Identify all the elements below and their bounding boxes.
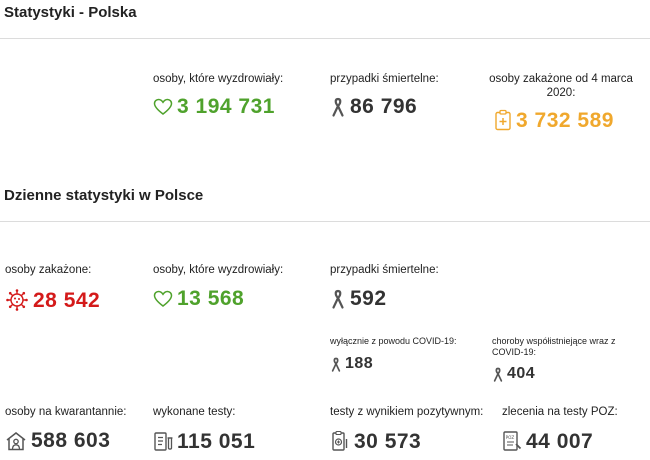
ribbon-icon	[330, 289, 346, 309]
divider	[0, 221, 650, 222]
stat-label: osoby zakażone od 4 marca 2020:	[489, 73, 633, 99]
stat-value: 404	[507, 365, 536, 382]
heart-icon	[153, 98, 173, 116]
stat-deaths-daily: przypadki śmiertelne: 592	[330, 263, 439, 309]
stat-deaths-comorbid: choroby współistniejące wraz z COVID-19:…	[492, 336, 647, 382]
stat-value: 188	[345, 355, 374, 372]
medical-clipboard-icon	[494, 109, 512, 131]
stat-value: 44 007	[526, 429, 594, 453]
stat-tests: wykonane testy: 115 051	[153, 405, 255, 452]
stat-value: 30 573	[354, 429, 422, 453]
section-title-daily: Dzienne statystyki w Polsce	[4, 187, 204, 204]
stat-value: 13 568	[177, 287, 245, 310]
stat-deaths-covid-only: wyłącznie z powodu COVID-19: 188	[330, 336, 457, 372]
ribbon-icon	[492, 367, 504, 382]
poz-order-icon: POZ	[502, 430, 522, 452]
divider	[0, 38, 650, 39]
stat-label: przypadki śmiertelne:	[330, 264, 439, 276]
stat-value: 592	[350, 287, 387, 310]
stat-label: choroby współistniejące wraz z COVID-19:	[492, 336, 616, 357]
ribbon-icon	[330, 357, 342, 372]
stat-recovered-daily: osoby, które wyzdrowiały: 13 568	[153, 263, 283, 309]
stat-quarantine: osoby na kwarantannie: 588 603	[5, 405, 126, 451]
stat-infected-total: osoby zakażone od 4 marca 2020: 3 732 58…	[487, 72, 635, 131]
virus-icon	[5, 288, 29, 312]
stat-label: osoby, które wyzdrowiały:	[153, 264, 284, 276]
ribbon-icon	[330, 97, 346, 117]
stat-value: 115 051	[177, 429, 256, 453]
stat-infected-daily: osoby zakażone: 28 542	[5, 263, 100, 312]
stat-value: 3 194 731	[177, 95, 275, 118]
stat-label: przypadki śmiertelne:	[330, 73, 439, 85]
stat-value: 86 796	[350, 95, 418, 118]
positive-test-icon	[330, 430, 350, 452]
stat-poz-orders: zlecenia na testy POZ: POZ 44 007	[502, 405, 618, 452]
stat-label: wyłącznie z powodu COVID-19:	[330, 336, 457, 346]
stat-label: zlecenia na testy POZ:	[502, 406, 618, 418]
stat-value: 588 603	[31, 429, 111, 452]
stat-label: osoby na kwarantannie:	[5, 406, 127, 418]
stat-label: testy z wynikiem pozytywnym:	[330, 406, 484, 418]
stat-label: wykonane testy:	[153, 406, 236, 418]
stat-value: 28 542	[33, 288, 101, 312]
stat-deaths-total: przypadki śmiertelne: 86 796	[330, 72, 439, 117]
stat-value: 3 732 589	[516, 108, 614, 132]
stat-recovered-total: osoby, które wyzdrowiały: 3 194 731	[153, 72, 283, 117]
stat-label: osoby, które wyzdrowiały:	[153, 73, 284, 85]
heart-icon	[153, 290, 173, 308]
section-title-poland: Statystyki - Polska	[4, 4, 137, 21]
test-tubes-icon	[153, 430, 173, 452]
stat-label: osoby zakażone:	[5, 264, 92, 276]
house-person-icon	[5, 431, 27, 451]
stat-positive-tests: testy z wynikiem pozytywnym: 30 573	[330, 405, 483, 452]
svg-text:POZ: POZ	[506, 435, 515, 440]
